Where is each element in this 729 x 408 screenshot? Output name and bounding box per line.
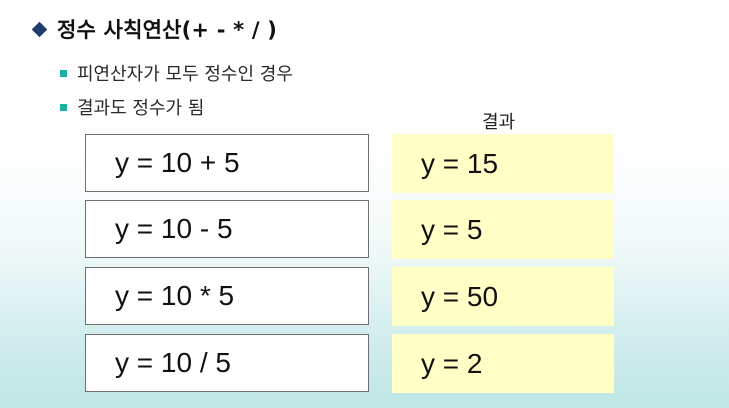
bullet-text: 결과도 정수가 됨: [77, 98, 205, 119]
expression-text: y = 10 + 5: [115, 147, 240, 178]
result-text: y = 5: [421, 213, 483, 245]
result-box: y = 50: [392, 267, 614, 326]
expression-text: y = 10 - 5: [115, 213, 233, 244]
result-box: y = 2: [392, 334, 614, 393]
expression-text: y = 10 * 5: [115, 280, 235, 311]
result-text: y = 2: [421, 347, 483, 379]
bullet-item: 피연산자가 모두 정수인 경우: [60, 60, 293, 86]
result-box: y = 5: [392, 200, 614, 259]
expression-box: y = 10 * 5: [85, 267, 369, 325]
slide-heading: 정수 사칙연산(+ - * / ): [31, 14, 278, 44]
slide-title: 정수 사칙연산(+ - * / ): [57, 18, 278, 42]
expression-box: y = 10 - 5: [85, 200, 369, 258]
expression-text: y = 10 / 5: [115, 347, 231, 378]
bullet-text: 피연산자가 모두 정수인 경우: [77, 64, 293, 85]
expression-box: y = 10 + 5: [85, 134, 369, 192]
square-bullet-icon: [60, 103, 67, 111]
result-column-label: 결과: [482, 112, 516, 133]
diamond-bullet-icon: [31, 21, 48, 37]
expression-box: y = 10 / 5: [85, 334, 369, 392]
bullet-item: 결과도 정수가 됨: [60, 94, 204, 120]
square-bullet-icon: [60, 69, 67, 77]
result-text: y = 50: [421, 280, 499, 312]
result-text: y = 15: [421, 147, 499, 179]
result-box: y = 15: [392, 134, 614, 193]
